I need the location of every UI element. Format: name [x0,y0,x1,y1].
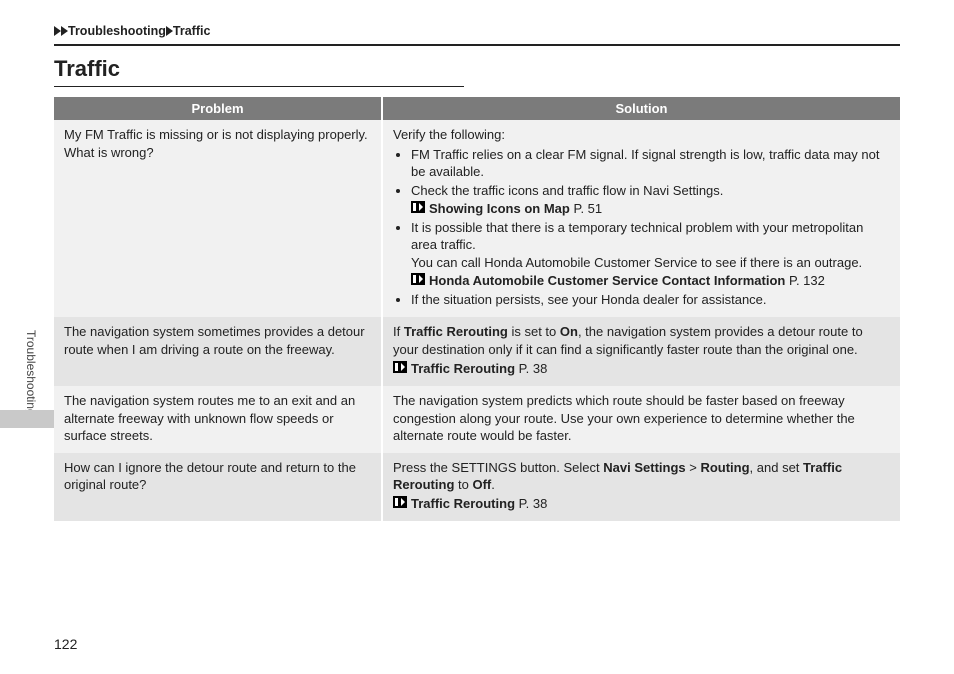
list-item-subtext: You can call Honda Automobile Customer S… [411,254,890,272]
reference-title: Traffic Rerouting [411,361,519,376]
reference-page: P. 51 [573,201,602,216]
reference-icon [411,201,425,213]
side-tab-marker [0,410,54,428]
list-item-text: FM Traffic relies on a clear FM signal. … [411,147,879,180]
text-run: > [686,460,701,475]
problem-cell: The navigation system routes me to an ex… [54,386,382,453]
breadcrumb-seg: Troubleshooting [68,24,166,38]
text-run: to [454,477,472,492]
text-run: Press the SETTINGS button. Select [393,460,603,475]
page-number: 122 [54,636,77,652]
reference-icon [393,496,407,508]
col-header-solution: Solution [382,97,900,120]
breadcrumb: Troubleshooting Traffic [54,24,900,38]
text-run: Traffic Rerouting [404,324,508,339]
reference-title: Honda Automobile Customer Service Contac… [429,273,789,288]
chevron-right-icon [61,26,68,36]
list-item: If the situation persists, see your Hond… [411,291,890,309]
text-run: On [560,324,578,339]
chevron-right-icon [54,26,61,36]
problem-cell: My FM Traffic is missing or is not displ… [54,120,382,317]
table-row: The navigation system sometimes provides… [54,317,900,386]
text-run: is set to [508,324,560,339]
solution-list: FM Traffic relies on a clear FM signal. … [393,146,890,309]
list-item-text: If the situation persists, see your Hond… [411,292,767,307]
cross-reference: Honda Automobile Customer Service Contac… [411,272,890,290]
divider [54,86,464,87]
table-row: How can I ignore the detour route and re… [54,453,900,522]
breadcrumb-seg: Traffic [173,24,211,38]
solution-lead: Verify the following: [393,126,890,144]
solution-text: Press the SETTINGS button. Select Navi S… [393,459,890,494]
page-title: Traffic [54,56,900,82]
list-item-text: Check the traffic icons and traffic flow… [411,183,723,198]
divider [54,44,900,46]
text-run: Routing [700,460,749,475]
table-body: My FM Traffic is missing or is not displ… [54,120,900,521]
list-item: FM Traffic relies on a clear FM signal. … [411,146,890,181]
cross-reference: Traffic Rerouting P. 38 [393,495,890,513]
table-row: My FM Traffic is missing or is not displ… [54,120,900,317]
reference-icon [393,361,407,373]
solution-cell: Verify the following: FM Traffic relies o… [382,120,900,317]
cross-reference: Traffic Rerouting P. 38 [393,360,890,378]
solution-text: If Traffic Rerouting is set to On, the n… [393,323,890,358]
reference-title: Traffic Rerouting [411,496,519,511]
problem-cell: The navigation system sometimes provides… [54,317,382,386]
list-item: It is possible that there is a temporary… [411,219,890,290]
text-run: , and set [750,460,803,475]
text-run: . [491,477,495,492]
text-run: Off [472,477,491,492]
solution-cell: If Traffic Rerouting is set to On, the n… [382,317,900,386]
chevron-right-icon [166,26,173,36]
list-item-text: It is possible that there is a temporary… [411,220,863,253]
list-item: Check the traffic icons and traffic flow… [411,182,890,218]
col-header-problem: Problem [54,97,382,120]
text-run: Navi Settings [603,460,685,475]
reference-page: P. 132 [789,273,825,288]
reference-page: P. 38 [519,496,548,511]
reference-icon [411,273,425,285]
table-row: The navigation system routes me to an ex… [54,386,900,453]
troubleshooting-table: Problem Solution My FM Traffic is missin… [54,97,900,521]
solution-cell: The navigation system predicts which rou… [382,386,900,453]
text-run: If [393,324,404,339]
side-tab-label: Troubleshooting [24,330,38,416]
solution-cell: Press the SETTINGS button. Select Navi S… [382,453,900,522]
cross-reference: Showing Icons on Map P. 51 [411,200,890,218]
solution-text: The navigation system predicts which rou… [393,392,890,445]
problem-cell: How can I ignore the detour route and re… [54,453,382,522]
reference-title: Showing Icons on Map [429,201,573,216]
table-header-row: Problem Solution [54,97,900,120]
reference-page: P. 38 [519,361,548,376]
